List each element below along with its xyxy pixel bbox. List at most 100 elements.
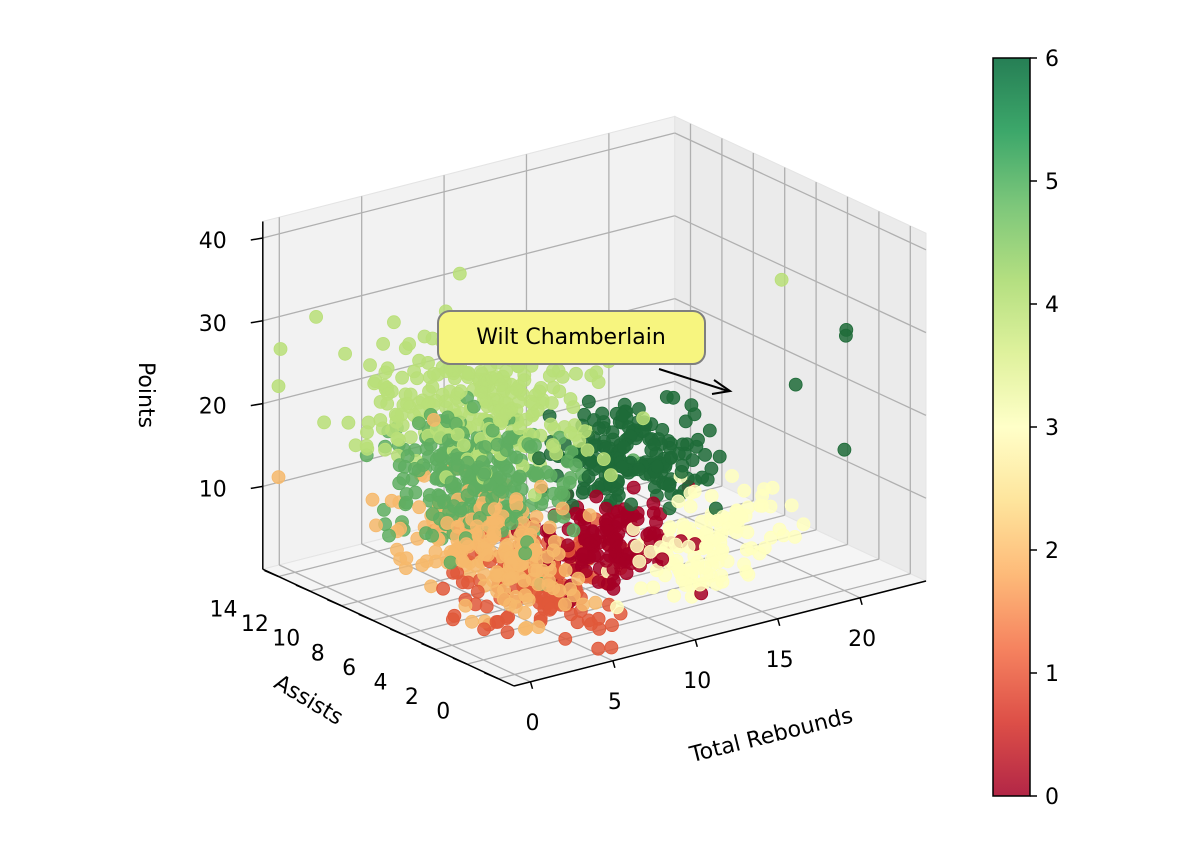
data-point [788,530,802,544]
z-gridline-side [674,132,927,251]
data-point [489,565,504,580]
data-point [631,462,646,477]
data-point [576,547,591,562]
data-point [784,498,799,513]
data-point [474,384,489,399]
x-tick-mark [859,597,863,606]
data-point [569,366,583,381]
data-point [432,448,447,463]
data-point [606,562,621,576]
z-tick-mark [250,320,263,324]
colorbar-tick-label: 2 [1045,539,1059,564]
x-tick-label: 20 [848,627,876,652]
data-point [610,600,624,615]
data-point [415,558,430,572]
data-point [544,417,558,432]
y-tick-mark [264,569,279,578]
data-point [659,390,674,404]
data-point [386,315,401,330]
data-point [403,387,418,402]
colorbar-tick-label: 3 [1045,416,1059,441]
data-point [566,400,581,415]
data-point [566,588,581,603]
data-point [591,575,606,589]
colorbar-tick-label: 5 [1045,170,1059,195]
data-point [662,522,677,536]
z-tick-label: 40 [199,229,227,254]
data-point [584,535,598,550]
data-point [564,445,579,459]
data-point [455,501,470,516]
data-point [512,421,527,436]
data-point [534,479,548,494]
annotation-text: Wilt Chamberlain [476,325,666,350]
data-point [471,528,486,543]
y-tick-label: 12 [241,612,269,637]
data-point [626,480,641,495]
data-point [671,494,686,509]
x-tick-mark [529,681,534,690]
y-tick-mark [452,657,468,665]
data-point [365,492,380,507]
data-point [601,523,616,537]
data-point [581,394,596,409]
data-point [776,528,791,543]
z-gridline-side [674,380,927,499]
data-point [384,493,399,508]
data-point [526,397,540,411]
data-point [425,528,440,543]
data-point [426,412,441,427]
data-point [460,488,475,503]
data-point [517,373,532,388]
data-point [549,446,564,461]
data-point [425,507,440,521]
data-point [591,641,606,656]
x-tick-mark [612,660,616,669]
data-point [480,548,495,562]
data-point [737,483,752,498]
data-point [504,556,519,570]
data-point [588,595,603,610]
data-point [667,588,681,603]
data-point [402,337,417,351]
data-point [678,414,693,429]
data-point [517,606,532,620]
annotation-arrow-head [711,379,733,395]
data-point [453,384,468,399]
data-point [672,562,686,577]
data-point [581,469,596,484]
data-point [501,463,516,478]
data-point [650,459,664,474]
data-points [271,266,854,656]
data-point [721,521,736,535]
x-tick-mark [694,639,699,648]
data-point [676,517,690,532]
data-point [487,502,502,517]
data-point [461,539,476,554]
y-tick-label: 2 [405,685,419,710]
data-point [605,425,620,440]
data-point [363,358,377,373]
data-point [752,546,767,561]
z-gridline-back [262,215,675,322]
data-point [376,336,391,351]
x-gridline-floor [279,564,531,683]
data-point [494,378,509,393]
data-point [483,477,498,492]
data-point [788,377,803,392]
data-point [338,346,353,361]
data-point [523,439,538,454]
data-point [273,342,288,356]
data-point [411,416,426,431]
z-tick-mark [250,402,263,407]
data-point [596,452,611,467]
data-point [412,500,427,515]
annotation-arrow [658,368,729,392]
data-point [419,441,434,456]
data-point [658,568,672,583]
data-point [529,510,544,524]
data-point [543,468,558,483]
data-point [837,442,852,457]
data-point [438,394,453,409]
data-point [532,451,546,466]
